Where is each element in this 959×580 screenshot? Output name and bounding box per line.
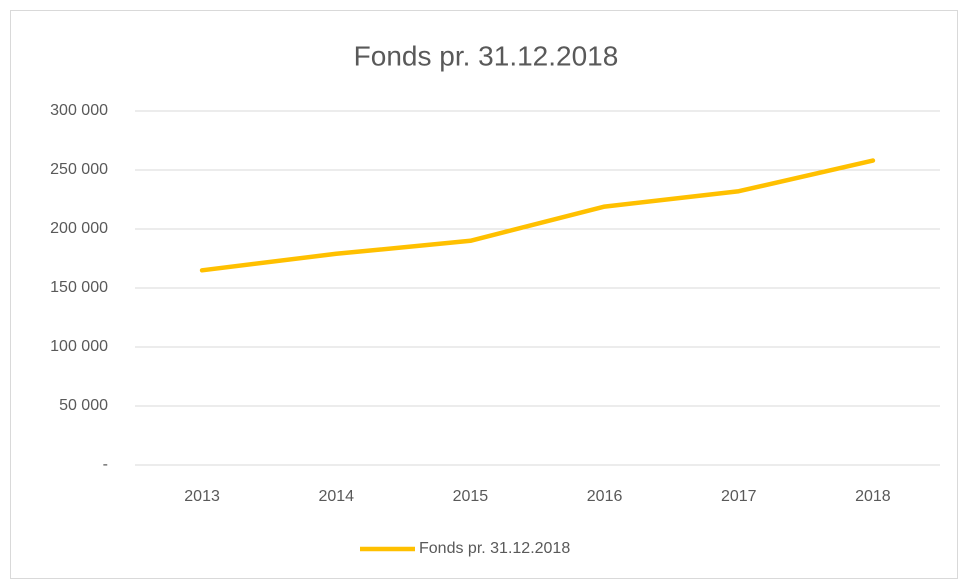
chart-title: Fonds pr. 31.12.2018 (354, 40, 619, 71)
x-tick-label: 2015 (453, 488, 489, 505)
y-tick-label: 250 000 (50, 161, 108, 178)
y-tick-label: 50 000 (59, 397, 108, 414)
chart-border (10, 10, 958, 579)
x-tick-label: 2016 (587, 488, 623, 505)
legend-label: Fonds pr. 31.12.2018 (419, 540, 570, 557)
data-line (199, 158, 876, 273)
x-tick-label: 2013 (184, 488, 220, 505)
x-tick-label: 2014 (318, 488, 354, 505)
y-tick-label: 300 000 (50, 102, 108, 119)
y-tick-label: 150 000 (50, 279, 108, 296)
x-tick-label: 2017 (721, 488, 757, 505)
y-tick-label: 100 000 (50, 338, 108, 355)
x-tick-label: 2018 (855, 488, 891, 505)
y-tick-label: 200 000 (50, 220, 108, 237)
y-tick-label: - (103, 456, 108, 473)
